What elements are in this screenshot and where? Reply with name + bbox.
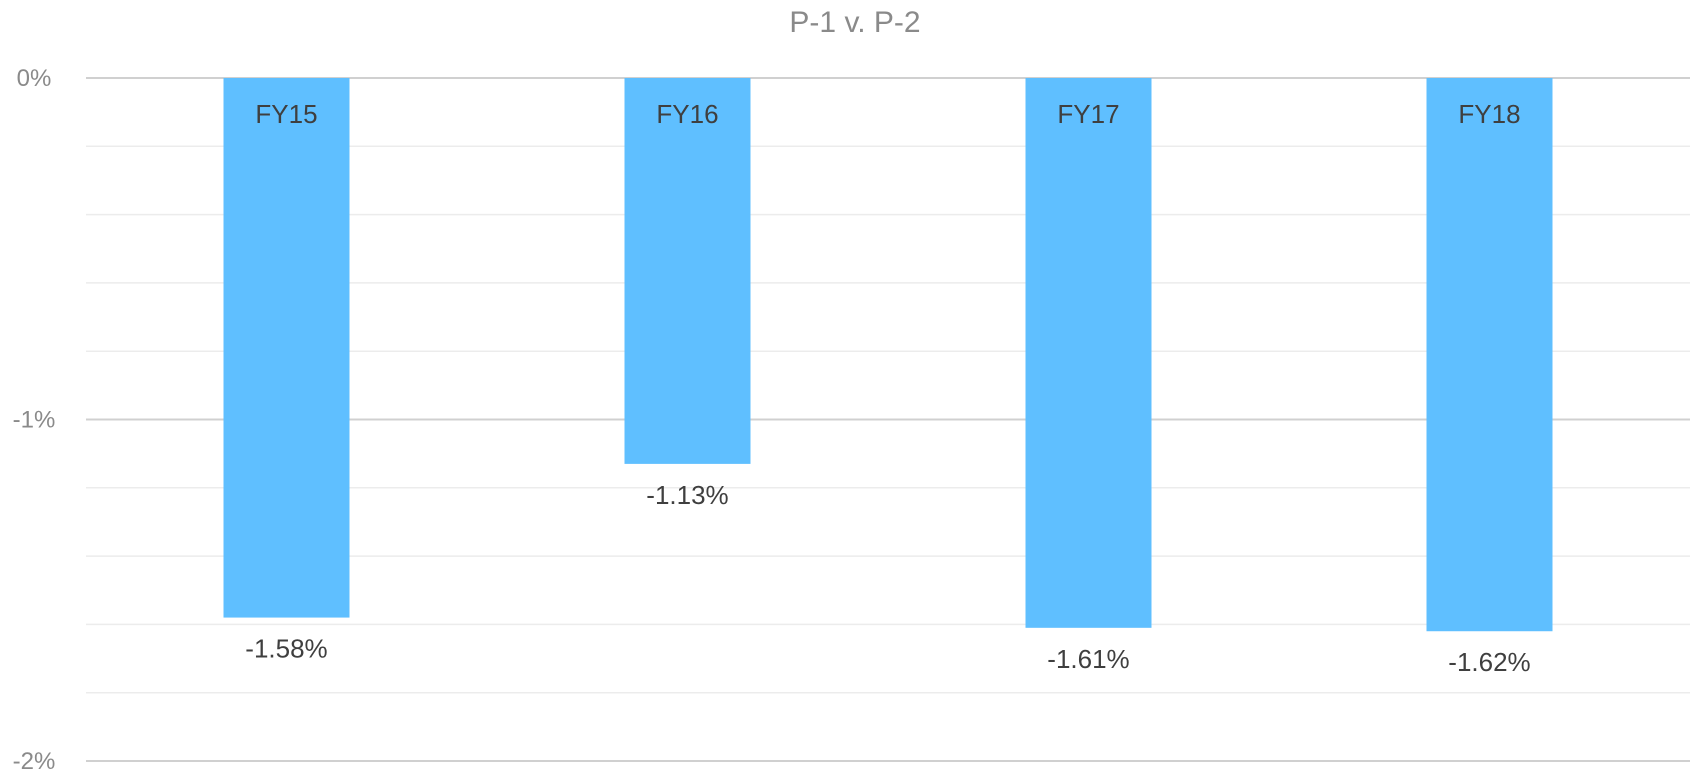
y-tick-label: -1% bbox=[13, 407, 56, 434]
bar-fy18 bbox=[1426, 78, 1553, 632]
data-label: -1.13% bbox=[646, 480, 728, 510]
bar-fy15 bbox=[223, 78, 350, 618]
bar-fy17 bbox=[1025, 78, 1152, 628]
category-label: FY18 bbox=[1458, 99, 1520, 129]
y-tick-label: -2% bbox=[13, 748, 56, 774]
gridlines: 0% -1% -2% bbox=[13, 65, 1690, 774]
bars bbox=[223, 78, 1553, 632]
data-label: -1.58% bbox=[245, 634, 327, 664]
data-label: -1.62% bbox=[1448, 647, 1530, 677]
category-label: FY16 bbox=[656, 99, 718, 129]
category-label: FY17 bbox=[1057, 99, 1119, 129]
category-label: FY15 bbox=[255, 99, 317, 129]
bar-fy16 bbox=[624, 78, 751, 464]
y-tick-label: 0% bbox=[17, 65, 52, 92]
data-label: -1.61% bbox=[1047, 644, 1129, 674]
labels: FY15 -1.58% FY16 -1.13% FY17 -1.61% FY18 -1.62% bbox=[245, 99, 1530, 677]
chart-title: P-1 v. P-2 bbox=[789, 6, 920, 39]
